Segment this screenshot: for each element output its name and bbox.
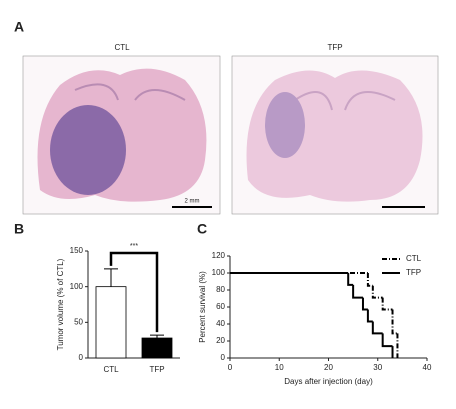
image-title: CTL: [114, 43, 130, 52]
x-tick-label: 30: [373, 363, 382, 372]
error-bar: [104, 268, 118, 287]
y-tick-label: 50: [74, 317, 83, 326]
y-tick-label: 20: [216, 336, 225, 345]
x-tick-label: 40: [423, 363, 432, 372]
survival-step: [391, 309, 398, 335]
survival-step: [381, 297, 393, 311]
histology-tfp: [231, 55, 439, 215]
y-tick-label: 0: [79, 353, 84, 362]
y-axis-label: Tumor volume (% of CTL): [56, 258, 65, 350]
survival-step: [347, 273, 354, 286]
y-tick-label: 0: [221, 353, 226, 362]
bar: [141, 337, 173, 359]
x-tick-label: 10: [275, 363, 284, 372]
panel-label: B: [14, 221, 24, 237]
significance-bracket: [109, 251, 159, 333]
survival-step: [352, 284, 363, 299]
scale-bar-label: 2 mm: [185, 199, 200, 205]
image-title: TFP: [327, 43, 342, 52]
survival-step: [361, 297, 368, 311]
y-tick-label: 100: [212, 268, 226, 277]
x-tick-label: 20: [324, 363, 333, 372]
histology-ctl: 2 mm: [22, 55, 221, 215]
x-tick-label: 0: [228, 363, 233, 372]
x-tick-label: CTL: [103, 365, 119, 374]
y-tick-label: 80: [216, 285, 225, 294]
y-tick-label: 120: [212, 251, 226, 260]
legend-label: TFP: [406, 268, 421, 277]
survival-step: [371, 285, 383, 299]
error-bar: [150, 334, 164, 339]
survival-step: [366, 309, 373, 323]
y-axis-label: Percent survival (%): [198, 271, 207, 343]
y-tick-label: 150: [70, 246, 84, 255]
y-tick-label: 60: [216, 302, 225, 311]
significance-label: ***: [130, 243, 138, 250]
survival-step: [366, 273, 373, 287]
y-tick-label: 100: [70, 282, 84, 291]
x-axis-label: Days after injection (day): [284, 377, 373, 386]
survival-step: [371, 321, 383, 335]
panel-label: A: [14, 19, 24, 35]
legend-label: CTL: [406, 254, 422, 263]
x-tick-label: TFP: [149, 365, 164, 374]
bar: [95, 286, 127, 359]
y-tick-label: 40: [216, 319, 225, 328]
panel-label: C: [197, 221, 207, 237]
survival-step: [381, 333, 393, 348]
